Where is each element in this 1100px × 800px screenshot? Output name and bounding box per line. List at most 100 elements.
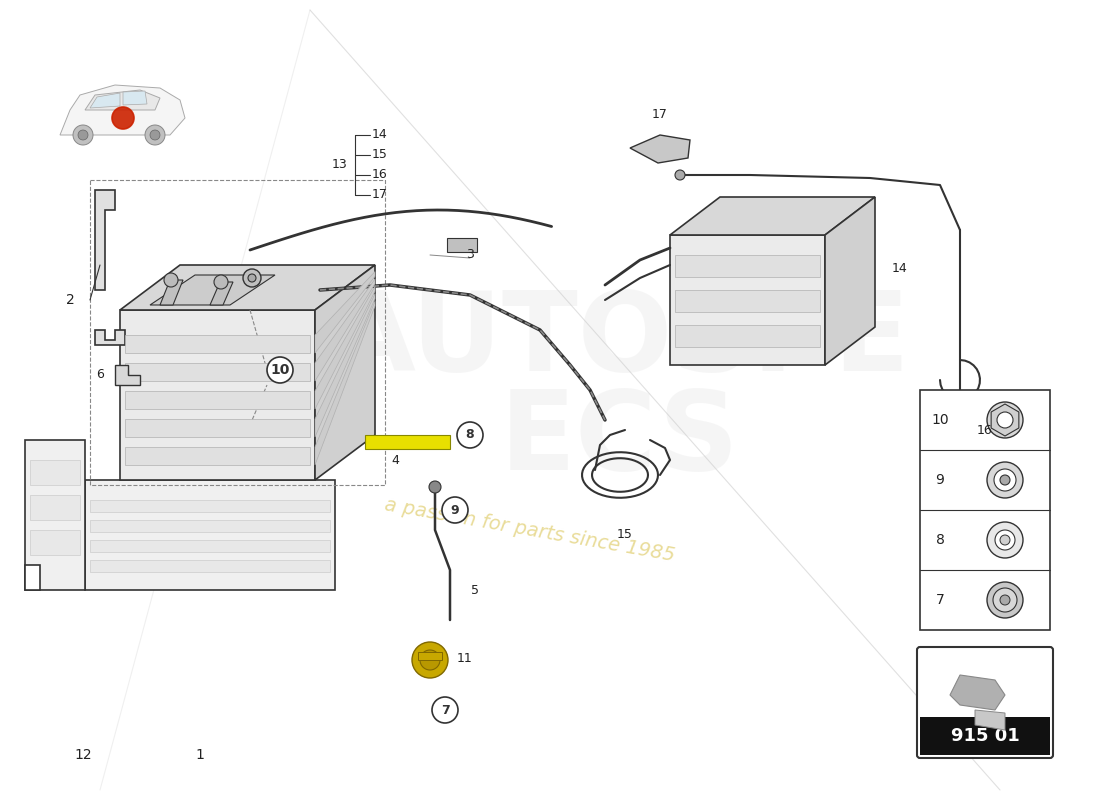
Bar [90,500,330,512]
Text: 4: 4 [392,454,399,466]
Circle shape [993,588,1018,612]
Circle shape [267,357,293,383]
Circle shape [150,130,160,140]
Circle shape [997,412,1013,428]
Circle shape [243,269,261,287]
Text: 1: 1 [196,748,205,762]
Text: 8: 8 [465,429,474,442]
Bar [90,540,330,552]
Polygon shape [60,85,185,135]
Polygon shape [315,286,375,409]
Polygon shape [116,365,140,385]
Polygon shape [315,279,375,381]
Bar [30,495,80,520]
Text: 3: 3 [466,249,474,262]
Text: 10: 10 [932,413,949,427]
Bar [125,363,310,381]
Text: 17: 17 [372,189,388,202]
Circle shape [987,462,1023,498]
Circle shape [248,274,256,282]
Bar [125,419,310,437]
Bar [920,390,1050,630]
Bar [670,235,825,365]
Circle shape [214,275,228,289]
Bar [447,238,477,252]
Polygon shape [123,91,147,105]
Polygon shape [630,135,690,163]
Text: AUTOSPE
ECS: AUTOSPE ECS [330,287,911,493]
Text: 2: 2 [66,293,75,307]
Polygon shape [991,404,1019,436]
Polygon shape [825,197,874,365]
Text: 14: 14 [892,262,907,274]
Bar [30,460,80,485]
Text: 15: 15 [617,529,632,542]
Bar [675,290,820,312]
Bar [25,565,40,590]
Text: 16: 16 [977,423,993,437]
Circle shape [73,125,94,145]
Polygon shape [315,302,375,465]
Polygon shape [315,265,375,480]
Circle shape [456,422,483,448]
Circle shape [987,582,1023,618]
Circle shape [145,125,165,145]
Text: 13: 13 [332,158,348,171]
Circle shape [675,170,685,180]
Text: a passion for parts since 1985: a passion for parts since 1985 [383,495,676,565]
Circle shape [987,522,1023,558]
Bar [25,440,85,590]
Text: 16: 16 [372,169,388,182]
Text: 915 01: 915 01 [950,727,1020,745]
Circle shape [432,697,458,723]
Circle shape [997,412,1013,428]
Text: 11: 11 [458,651,473,665]
Text: 12: 12 [74,748,91,762]
Circle shape [112,107,134,129]
Circle shape [429,481,441,493]
Text: 17: 17 [652,109,668,122]
Polygon shape [315,272,375,353]
Polygon shape [975,710,1005,730]
Bar [25,565,40,590]
Polygon shape [150,275,275,305]
Bar [675,325,820,347]
Circle shape [1000,535,1010,545]
Bar [675,255,820,277]
Text: 15: 15 [372,149,388,162]
Circle shape [1000,595,1010,605]
Text: 9: 9 [451,503,460,517]
Polygon shape [670,197,874,235]
Polygon shape [160,280,183,305]
Text: 8: 8 [936,533,945,547]
Text: 9: 9 [936,473,945,487]
Bar [90,560,330,572]
Bar [125,391,310,409]
Text: 14: 14 [372,129,388,142]
Bar [90,520,330,532]
Bar [418,652,442,660]
Circle shape [412,642,448,678]
Polygon shape [315,294,375,437]
Bar [125,335,310,353]
Bar [30,530,80,555]
Polygon shape [95,330,125,345]
Polygon shape [950,675,1005,710]
Circle shape [987,402,1023,438]
Polygon shape [95,190,116,290]
Circle shape [78,130,88,140]
Bar [85,480,336,590]
FancyBboxPatch shape [917,647,1053,758]
Bar [125,447,310,465]
Text: 7: 7 [936,593,945,607]
Bar [365,435,450,449]
Text: 5: 5 [471,583,478,597]
Bar [920,717,1050,755]
Polygon shape [85,90,160,110]
Circle shape [1000,475,1010,485]
Bar [120,310,315,480]
Polygon shape [90,93,120,108]
Polygon shape [210,282,233,305]
Circle shape [420,650,440,670]
Circle shape [994,469,1016,491]
